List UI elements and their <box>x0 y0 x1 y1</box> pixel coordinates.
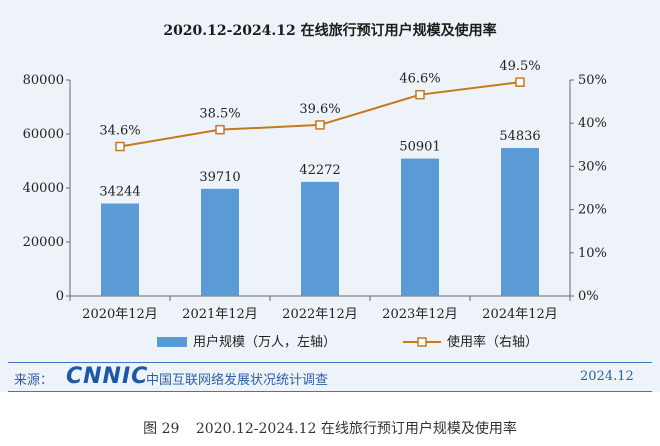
footer-rule-top <box>8 362 652 363</box>
legend-bar-label: 用户规模（万人，左轴） <box>193 334 336 350</box>
chart-svg: 0 20000 40000 60000 80000 0% 10% 20% 30% 40% 50% 20… <box>23 59 607 350</box>
right-axis-tick-label: 20% <box>578 203 607 218</box>
chart-title: 2020.12-2024.12 在线旅行预订用户规模及使用率 <box>163 23 497 39</box>
bar-data-label: 54836 <box>499 129 540 144</box>
legend-bar-swatch <box>157 337 187 347</box>
right-axis-tick-label: 50% <box>578 73 607 88</box>
bar <box>201 188 239 296</box>
bar <box>101 203 139 296</box>
right-axis-tick-label: 0% <box>578 289 599 304</box>
left-axis-tick-label: 0 <box>56 289 64 304</box>
line-data-label: 39.6% <box>299 102 340 117</box>
footer-rule-bottom <box>8 391 652 392</box>
x-axis-tick-label: 2023年12月 <box>382 307 458 322</box>
figure-caption: 图 29 2020.12-2024.12 在线旅行预订用户规模及使用率 <box>0 418 660 438</box>
left-axis-tick-label: 80000 <box>23 73 64 88</box>
legend-line-label: 使用率（右轴） <box>447 334 538 350</box>
bar-data-label: 34244 <box>99 185 140 200</box>
right-axis-tick-label: 10% <box>578 246 607 261</box>
line-point <box>115 141 125 152</box>
line-point <box>515 77 525 87</box>
bar-data-label: 42272 <box>299 163 340 178</box>
source-org: 中国互联网络发展状况统计调查 <box>146 373 329 388</box>
cnnic-logo: CNNIC <box>66 364 149 389</box>
bar-data-label: 50901 <box>399 140 440 155</box>
source-label: 来源： <box>14 373 54 388</box>
line-point <box>315 120 325 130</box>
x-axis-tick-label: 2020年12月 <box>82 307 158 322</box>
left-axis-tick-label: 60000 <box>23 127 64 142</box>
line-data-label: 49.5% <box>499 59 540 74</box>
figure-number: 图 29 <box>143 421 180 437</box>
line-point <box>215 124 225 135</box>
line-data-label: 38.5% <box>199 107 240 122</box>
left-axis-tick-label: 40000 <box>23 181 64 196</box>
bar <box>301 181 339 296</box>
source-date: 2024.12 <box>580 369 634 384</box>
line-data-label: 34.6% <box>99 124 140 139</box>
line-data-label: 46.6% <box>399 72 440 87</box>
legend-line-marker <box>417 337 427 347</box>
right-axis-tick-label: 30% <box>578 159 607 174</box>
x-axis-tick-label: 2022年12月 <box>282 307 358 322</box>
right-axis-tick-label: 40% <box>578 116 607 131</box>
left-axis-tick-label: 20000 <box>23 235 64 250</box>
x-axis-tick-label: 2024年12月 <box>482 307 558 322</box>
figure-caption-text: 2020.12-2024.12 在线旅行预订用户规模及使用率 <box>195 421 517 437</box>
bar <box>401 158 439 296</box>
bar <box>501 147 539 296</box>
bar-data-label: 39710 <box>199 170 240 185</box>
x-axis-tick-label: 2021年12月 <box>182 307 258 322</box>
line-point <box>415 89 425 100</box>
